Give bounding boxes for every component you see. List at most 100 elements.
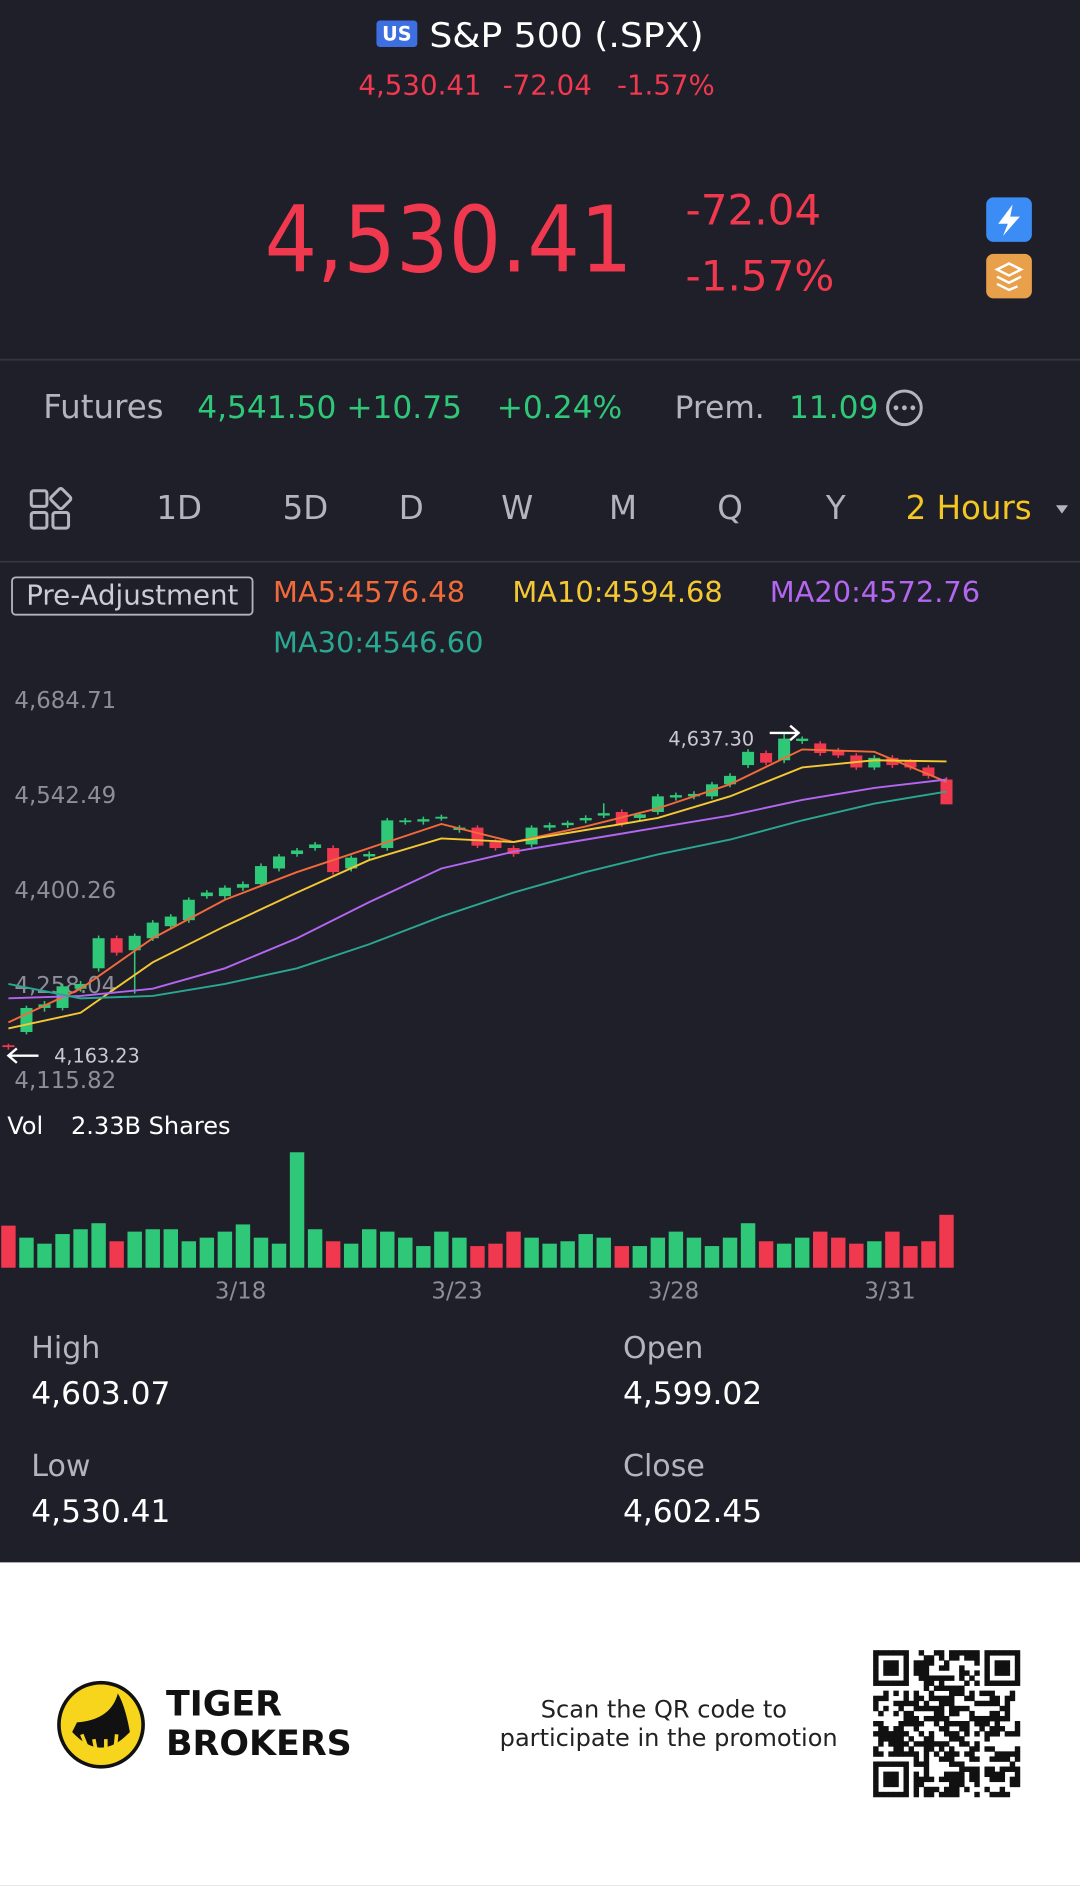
qr-module xyxy=(954,1781,960,1788)
volume-bar xyxy=(362,1229,377,1268)
period-tab[interactable]: W xyxy=(501,489,533,527)
qr-module xyxy=(943,1726,950,1732)
qr-module xyxy=(984,1721,990,1727)
qr-module xyxy=(883,1761,889,1767)
qr-module xyxy=(1004,1650,1011,1656)
qr-module xyxy=(989,1776,995,1783)
period-tab[interactable]: Y xyxy=(825,489,846,527)
qr-module xyxy=(989,1695,995,1702)
qr-module xyxy=(873,1771,879,1778)
qr-module xyxy=(903,1751,909,1757)
qr-module xyxy=(954,1721,960,1727)
qr-module xyxy=(954,1791,960,1798)
qr-module xyxy=(984,1680,990,1686)
qr-module xyxy=(898,1700,904,1707)
volume-bar xyxy=(91,1223,106,1268)
qr-module xyxy=(969,1766,975,1772)
qr-module xyxy=(933,1741,940,1747)
qr-module xyxy=(923,1670,930,1676)
volume-value: 2.33B Shares xyxy=(71,1112,231,1140)
qr-module xyxy=(913,1670,920,1676)
volume-bar xyxy=(73,1229,88,1268)
more-button[interactable] xyxy=(886,389,923,427)
qr-module xyxy=(1004,1660,1011,1666)
qr-module xyxy=(954,1710,960,1717)
qr-module xyxy=(984,1715,990,1722)
qr-module xyxy=(984,1700,990,1707)
qr-module xyxy=(883,1650,889,1656)
qr-module xyxy=(989,1746,995,1752)
qr-module xyxy=(1014,1670,1021,1676)
brand-name: BROKERS xyxy=(166,1724,352,1764)
qr-module xyxy=(989,1710,995,1717)
period-tab[interactable]: 5D xyxy=(283,489,329,527)
qr-module xyxy=(903,1721,909,1727)
qr-module xyxy=(984,1675,990,1681)
qr-module xyxy=(928,1791,935,1798)
qr-module xyxy=(883,1660,889,1666)
volume-bar xyxy=(650,1237,666,1268)
qr-module xyxy=(959,1675,965,1681)
layout-icon[interactable] xyxy=(29,487,73,530)
period-tab[interactable]: Q xyxy=(717,489,743,527)
period-tab[interactable]: 1D xyxy=(156,489,202,527)
qr-module xyxy=(908,1746,914,1752)
volume-bar xyxy=(614,1246,629,1268)
qr-module xyxy=(964,1721,970,1727)
qr-module xyxy=(873,1675,879,1681)
qr-module xyxy=(984,1786,990,1793)
qr-module xyxy=(943,1741,950,1747)
qr-module xyxy=(923,1736,930,1742)
qr-module xyxy=(959,1736,965,1742)
candle-body xyxy=(110,938,123,953)
qr-module xyxy=(913,1756,920,1762)
futures-price: 4,541.50 xyxy=(197,390,336,426)
dropdown-arrow[interactable] xyxy=(1055,505,1068,514)
qr-module xyxy=(974,1715,980,1722)
volume-bar xyxy=(867,1241,882,1268)
qr-module xyxy=(873,1791,879,1798)
qr-module xyxy=(903,1786,909,1793)
qr-module xyxy=(938,1705,945,1712)
volume-bar xyxy=(668,1231,684,1268)
candle-body xyxy=(417,819,430,822)
qr-code[interactable] xyxy=(873,1650,1021,1798)
period-tab[interactable]: M xyxy=(609,489,637,527)
qr-module xyxy=(959,1776,965,1783)
qr-module xyxy=(918,1660,925,1666)
qr-module xyxy=(903,1776,909,1783)
qr-module xyxy=(893,1746,899,1752)
qr-module xyxy=(873,1670,879,1676)
period-tab[interactable]: D xyxy=(399,489,424,527)
candle-body xyxy=(832,750,845,756)
qr-module xyxy=(974,1771,980,1778)
ma-line xyxy=(8,790,947,1000)
qr-module xyxy=(933,1685,940,1692)
qr-module xyxy=(903,1650,909,1656)
qr-module xyxy=(974,1660,980,1666)
pre-adjustment-button[interactable] xyxy=(11,576,254,616)
qr-module xyxy=(938,1655,945,1661)
volume-bar xyxy=(1,1225,16,1268)
period-tab[interactable]: 2 Hours xyxy=(906,489,1032,527)
qr-module xyxy=(883,1731,889,1737)
qr-module xyxy=(938,1695,945,1702)
qr-module xyxy=(979,1721,985,1727)
qr-module xyxy=(974,1655,980,1661)
qr-module xyxy=(938,1791,945,1798)
qr-module xyxy=(883,1695,889,1702)
qr-module xyxy=(943,1731,950,1737)
qr-module xyxy=(903,1766,909,1772)
qr-module xyxy=(878,1721,884,1727)
qr-module xyxy=(994,1791,1000,1798)
candle-body xyxy=(868,757,881,768)
qr-module xyxy=(873,1665,879,1671)
qr-module xyxy=(1014,1655,1021,1661)
qr-module xyxy=(913,1715,920,1722)
volume-bar xyxy=(578,1234,593,1268)
flash-glyph xyxy=(998,204,1020,236)
qr-module xyxy=(969,1675,975,1681)
qr-module xyxy=(918,1665,925,1671)
qr-module xyxy=(1014,1746,1021,1752)
qr-module xyxy=(1004,1731,1011,1737)
